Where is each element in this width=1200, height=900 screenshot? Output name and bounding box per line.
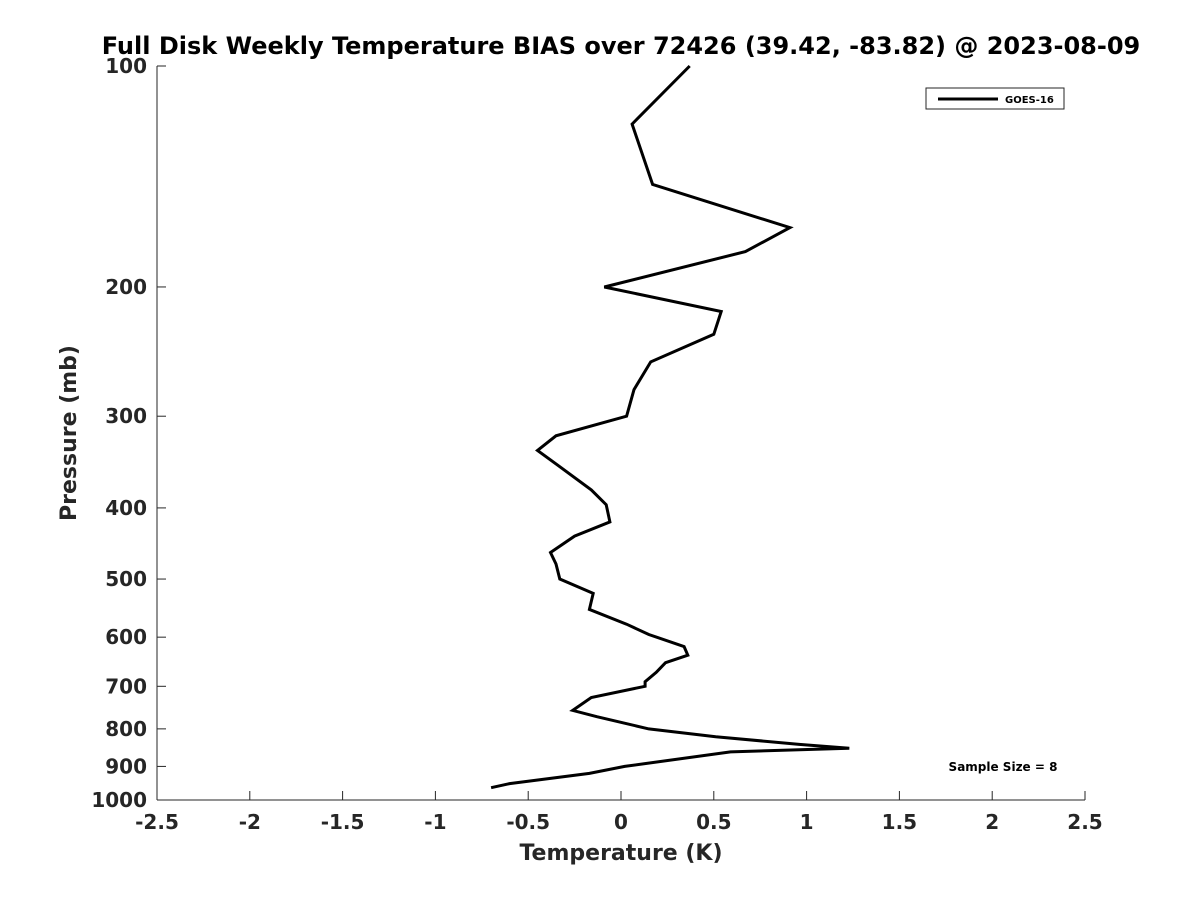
y-axis-label: Pressure (mb) [57, 345, 82, 521]
x-tick-label: -1 [424, 810, 446, 834]
series-layer [490, 64, 850, 790]
y-tick-label: 800 [105, 717, 147, 741]
y-tick-label: 500 [105, 567, 147, 591]
chart-title: Full Disk Weekly Temperature BIAS over 7… [102, 32, 1141, 60]
y-tick-label: 100 [105, 54, 147, 78]
y-tick-label: 400 [105, 496, 147, 520]
x-tick-label: -1.5 [321, 810, 365, 834]
y-tick-label: 1000 [91, 788, 147, 812]
y-tick-label: 300 [105, 404, 147, 428]
x-tick-label: -2.5 [135, 810, 179, 834]
y-tick-label: 700 [105, 674, 147, 698]
x-tick-label: -0.5 [506, 810, 550, 834]
x-tick-label: 0 [614, 810, 628, 834]
x-tick-label: 2 [985, 810, 999, 834]
x-tick-label: 0.5 [696, 810, 731, 834]
x-tick-label: 1.5 [882, 810, 917, 834]
x-tick-label: 1 [800, 810, 814, 834]
x-axis-ticks: -2.5 -2 -1.5 -1 -0.5 0 0.5 1 1.5 2 2.5 [135, 791, 1103, 834]
y-tick-label: 200 [105, 275, 147, 299]
legend-entry-label: GOES-16 [1005, 95, 1054, 106]
legend: GOES-16 [925, 87, 1065, 110]
y-tick-label: 900 [105, 754, 147, 778]
x-tick-label: 2.5 [1067, 810, 1102, 834]
sample-size-annotation: Sample Size = 8 [949, 760, 1058, 774]
x-tick-label: -2 [239, 810, 261, 834]
y-axis-ticks: 100 200 300 400 500 600 700 800 900 1000 [91, 54, 166, 812]
x-axis-label: Temperature (K) [519, 841, 722, 866]
y-tick-label: 600 [105, 625, 147, 649]
series-line-goes-16 [490, 64, 850, 790]
